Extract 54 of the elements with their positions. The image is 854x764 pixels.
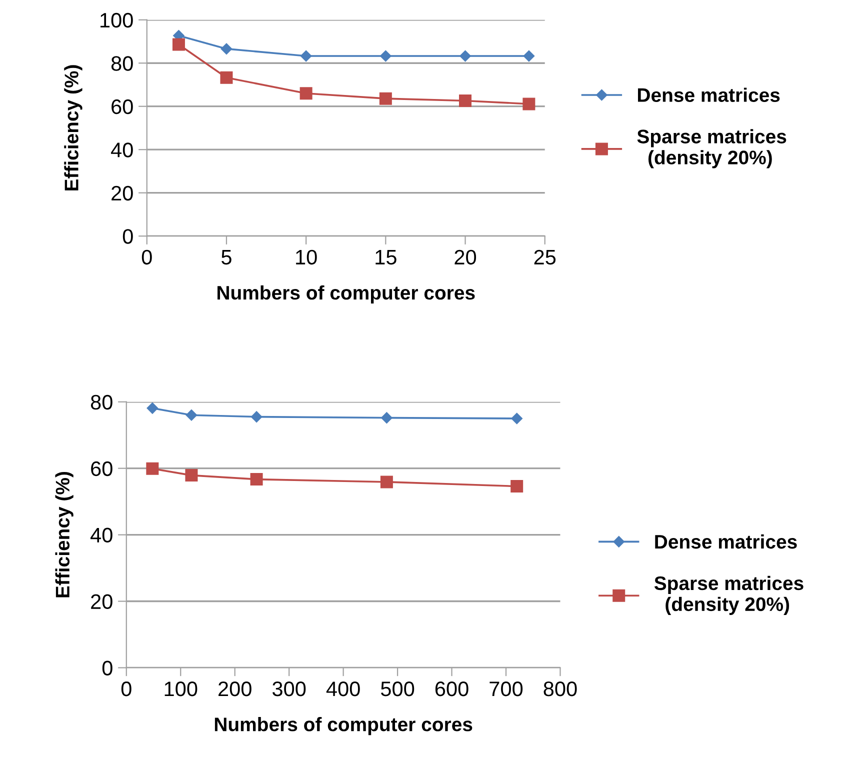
- point: [379, 92, 392, 105]
- point: [381, 412, 392, 424]
- point: [220, 71, 233, 84]
- point: [172, 38, 185, 51]
- y-tick-label: 80: [90, 394, 112, 410]
- legend-label: Sparse matrices (density 20%): [637, 129, 786, 168]
- y-tick-label: 20: [91, 594, 112, 610]
- legend-label: Sparse matrices (density 20%): [654, 576, 804, 615]
- point: [522, 98, 536, 110]
- y-tick-label: 60: [91, 461, 112, 476]
- point: [146, 402, 158, 414]
- point: [380, 50, 392, 62]
- x-tick-label: 20: [454, 250, 476, 265]
- x-tick-label: 5: [222, 250, 232, 265]
- legend-label: Dense matrices: [655, 534, 797, 549]
- point: [186, 410, 198, 421]
- point: [510, 480, 524, 493]
- y-tick-label: 40: [90, 528, 112, 543]
- y-tick-label: 0: [102, 660, 112, 676]
- x-tick-label: 400: [326, 681, 360, 696]
- x-tick-label: 300: [272, 681, 306, 696]
- y-axis-title: Efficiency (%): [55, 472, 74, 598]
- point: [146, 462, 159, 475]
- y-tick-label: 60: [112, 99, 133, 114]
- point: [185, 469, 198, 482]
- x-tick-label: 15: [376, 250, 396, 265]
- x-axis-title: Numbers of computer cores: [214, 717, 472, 736]
- point: [250, 411, 262, 422]
- point: [300, 87, 312, 100]
- point: [523, 50, 535, 62]
- x-tick-label: 500: [380, 681, 414, 696]
- point: [300, 50, 312, 62]
- y-tick-label: 0: [122, 229, 133, 244]
- x-tick-label: 700: [490, 681, 523, 696]
- point: [459, 94, 472, 107]
- x-tick-label: 200: [218, 681, 252, 696]
- y-axis-title: Efficiency (%): [64, 65, 82, 190]
- legend-label: Dense matrices: [638, 88, 780, 102]
- y-tick-label: 20: [112, 186, 133, 201]
- point: [220, 43, 232, 54]
- y-tick-label: 80: [111, 56, 133, 71]
- point: [511, 412, 522, 424]
- x-tick-label: 100: [164, 681, 198, 696]
- x-tick-label: 800: [544, 681, 577, 696]
- x-axis-title: Numbers of computer cores: [218, 285, 475, 304]
- point: [380, 476, 393, 488]
- x-tick-label: 10: [296, 250, 317, 265]
- point: [460, 50, 471, 62]
- y-tick-label: 40: [111, 142, 133, 158]
- point: [250, 473, 263, 486]
- x-tick-label: 600: [435, 681, 468, 696]
- x-tick-label: 25: [534, 250, 556, 265]
- y-tick-label: 100: [100, 12, 133, 28]
- x-tick-label: 0: [142, 250, 152, 265]
